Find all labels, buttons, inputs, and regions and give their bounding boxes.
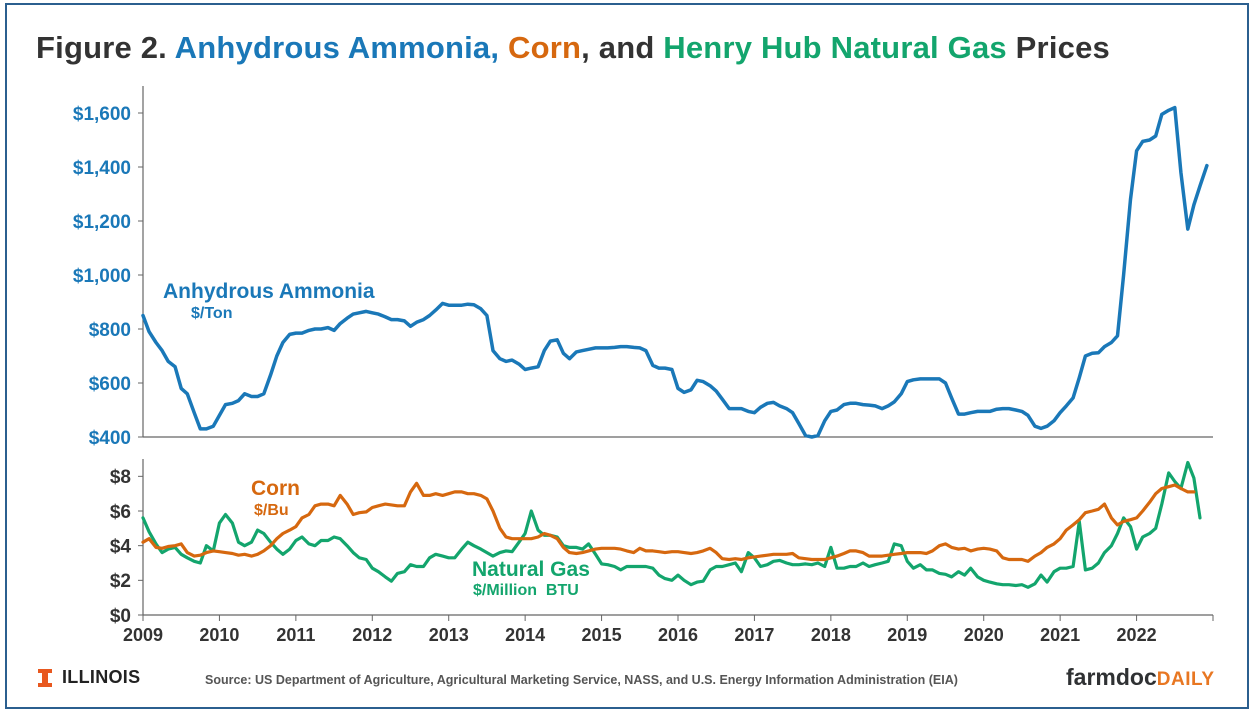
x-tick-label: 2009 <box>123 625 163 645</box>
farmdoc-daily-logo: farmdocDAILY <box>1066 664 1215 691</box>
x-tick-label: 2014 <box>505 625 545 645</box>
gas-series-line <box>141 460 1202 589</box>
title-gas: Henry Hub Natural Gas <box>663 30 1007 65</box>
ammonia-series-line <box>141 105 1209 439</box>
x-tick-label: 2015 <box>582 625 622 645</box>
illinois-logo-text: ILLINOIS <box>62 667 141 687</box>
y-tick-label: $8 <box>110 467 131 488</box>
corn-series-line <box>141 481 1196 563</box>
y-tick-label: $1,400 <box>73 158 131 179</box>
y-tick-label: $6 <box>110 502 131 523</box>
ammonia-unit-label: $/Ton <box>191 305 232 322</box>
x-tick-label: 2010 <box>199 625 239 645</box>
x-tick-label: 2017 <box>734 625 774 645</box>
x-tick-label: 2021 <box>1040 625 1080 645</box>
y-tick-label: $4 <box>110 537 132 558</box>
title-corn: Corn <box>499 30 582 65</box>
y-tick-label: $1,200 <box>73 212 131 233</box>
corn-series-label: Corn <box>251 477 300 500</box>
x-tick-label: 2012 <box>352 625 392 645</box>
brand-farmdoc: farmdoc <box>1066 664 1157 690</box>
illinois-logo: ILLINOIS <box>38 667 140 688</box>
y-tick-label: $400 <box>89 428 131 449</box>
source-note: Source: US Department of Agriculture, Ag… <box>205 673 958 687</box>
x-tick-label: 2020 <box>964 625 1004 645</box>
ammonia-panel: $400 $600 $800 $1,000 $1,200 $1,400 $1,600 Anh… <box>73 86 1213 449</box>
gas-unit-label: $/Million BTU <box>473 582 579 599</box>
y-tick-label: $800 <box>89 320 131 341</box>
ammonia-y-ticks: $400 $600 $800 $1,000 $1,200 $1,400 $1,600 <box>73 104 143 449</box>
y-tick-label: $1,000 <box>73 266 131 287</box>
x-tick-label: 2011 <box>276 625 315 645</box>
title-prefix: Figure 2. <box>36 30 175 65</box>
x-tick-label: 2022 <box>1117 625 1157 645</box>
x-axis-ticks: 2009 2010 2011 2012 2013 2014 2015 2016 2017 2018… <box>123 615 1214 645</box>
gas-series-label: Natural Gas <box>472 558 590 581</box>
figure-frame <box>5 3 1249 709</box>
x-tick-label: 2016 <box>658 625 698 645</box>
y-tick-label: $0 <box>110 606 131 627</box>
corn-unit-label: $/Bu <box>254 502 289 519</box>
y-tick-label: $2 <box>110 571 131 592</box>
corn-gas-panel: $0$2$4$6$8 2009 2010 2011 2012 2013 2014 2015 2… <box>110 459 1214 645</box>
corn-gas-y-ticks: $0 $2 $4 $6 $8 <box>110 467 143 627</box>
block-i-icon <box>38 668 52 687</box>
x-tick-label: 2019 <box>887 625 927 645</box>
x-tick-label: 2013 <box>429 625 469 645</box>
y-tick-label: $1,600 <box>73 104 131 125</box>
chart-title: Figure 2. Anhydrous Ammonia, Corn, and H… <box>36 30 1110 66</box>
x-tick-label: 2018 <box>811 625 851 645</box>
ammonia-series-label: Anhydrous Ammonia <box>163 280 375 303</box>
title-ammonia: Anhydrous Ammonia, <box>174 30 500 65</box>
y-tick-label: $600 <box>89 374 131 395</box>
brand-daily: DAILY <box>1156 669 1215 690</box>
title-and: , and <box>581 30 664 65</box>
title-suffix: Prices <box>1006 30 1110 65</box>
